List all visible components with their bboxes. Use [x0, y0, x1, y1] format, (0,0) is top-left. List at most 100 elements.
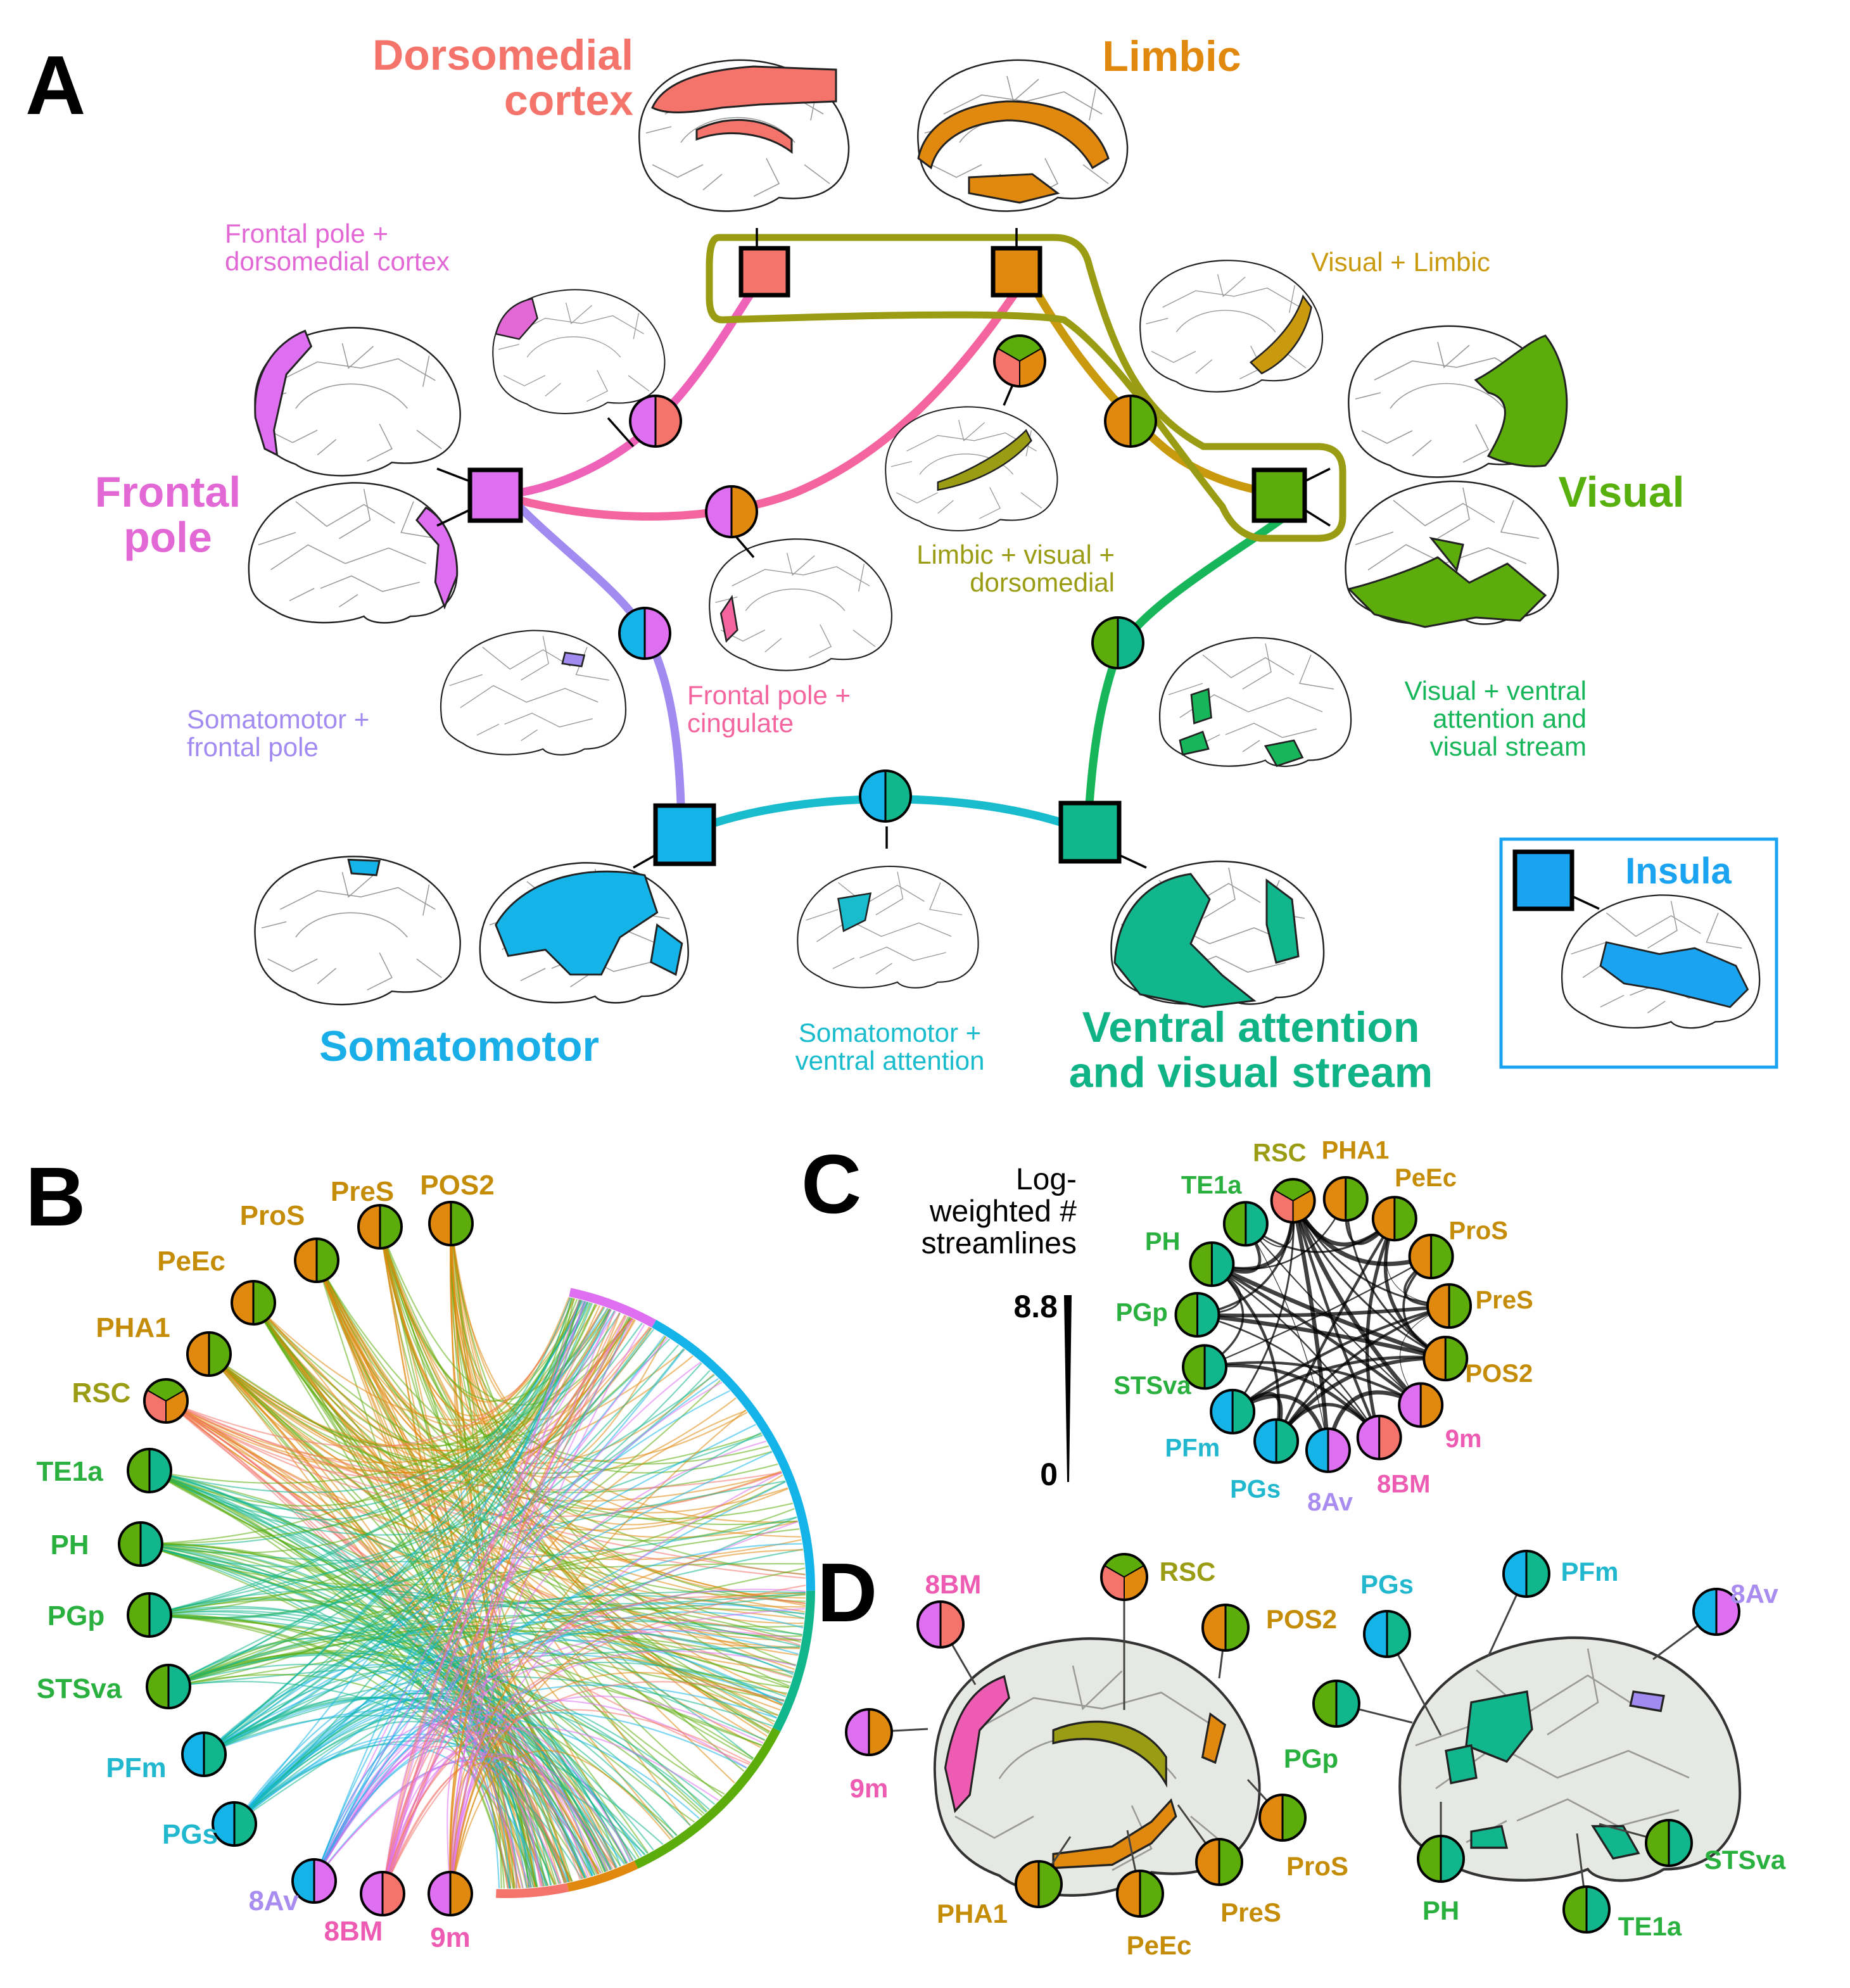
pie-vis-limbic	[1104, 395, 1157, 448]
label-d-8bm: 8BM	[925, 1569, 982, 1599]
label-d-pha1: PHA1	[937, 1899, 1008, 1928]
node-d-pha1	[1015, 1860, 1063, 1908]
node-b-pgs	[212, 1801, 257, 1847]
label-somatomotor: Somatomotor	[319, 1022, 599, 1070]
label-c-pfm: PFm	[1165, 1434, 1220, 1462]
label-c-peec: PeEc	[1395, 1164, 1457, 1192]
node-b-rsc	[143, 1378, 189, 1424]
label-d-pos2: POS2	[1266, 1604, 1337, 1634]
arc-segment-ventral	[772, 1590, 815, 1732]
label-d-pros: ProS	[1286, 1851, 1348, 1881]
label-d-stsva: STSva	[1704, 1845, 1786, 1875]
legend-wedge	[1064, 1295, 1072, 1482]
legend-title: Log-weighted # streamlines	[922, 1163, 1077, 1260]
label-c-9m: 9m	[1445, 1425, 1482, 1453]
node-b-9m	[428, 1871, 473, 1916]
node-c-pha1	[1322, 1176, 1369, 1222]
node-d-8bm	[916, 1600, 965, 1649]
label-b-pos2: POS2	[420, 1170, 494, 1201]
brain-frontalpole-cingulate	[709, 538, 893, 671]
node-somatomotor	[653, 803, 716, 866]
node-c-te1a	[1222, 1201, 1269, 1247]
label-b-rsc: RSC	[72, 1377, 131, 1409]
brain-somatomotor-ventral	[797, 865, 979, 989]
label-limbic: Limbic	[1102, 32, 1241, 80]
label-c-pros: ProS	[1449, 1217, 1508, 1245]
label-d-pgp: PGp	[1284, 1744, 1338, 1773]
brain-visual-limbic	[1139, 260, 1324, 393]
label-d-8av: 8Av	[1730, 1579, 1778, 1609]
chords-b	[140, 1223, 806, 1894]
node-c-9m	[1398, 1382, 1444, 1428]
node-ventral	[1058, 801, 1122, 864]
arc-target-regions	[496, 1288, 816, 1899]
label-d-pfm: PFm	[1561, 1557, 1618, 1586]
node-b-pros	[294, 1238, 339, 1283]
label-pair-sm-va: Somatomotor + ventral attention	[795, 1018, 985, 1075]
node-c-pgp	[1174, 1292, 1220, 1338]
label-d-pres: PreS	[1220, 1897, 1281, 1927]
node-d-pres	[1195, 1838, 1243, 1886]
label-ventral: Ventral attention and visual stream	[1069, 1003, 1433, 1096]
node-d-te1a	[1562, 1885, 1611, 1934]
node-frontal-pole	[467, 467, 523, 523]
label-c-8bm: 8BM	[1377, 1471, 1430, 1498]
node-b-te1a	[127, 1448, 172, 1493]
label-b-stsva: STSva	[37, 1673, 122, 1704]
node-b-8av	[291, 1858, 337, 1904]
pie-sm-fp	[618, 607, 671, 660]
label-pair-fp-cingulate: Frontal pole + cingulate	[687, 680, 851, 738]
label-b-pha1: PHA1	[96, 1312, 170, 1343]
node-b-peec	[231, 1280, 276, 1326]
brain-somatomotor-lateral	[479, 862, 689, 1004]
label-d-peec: PeEc	[1127, 1930, 1192, 1960]
nodes-b: POS2 PreS ProS PeEc PHA1 RSC TE1a PH PGp STSva PFm…	[36, 1170, 494, 1953]
node-limbic	[991, 246, 1042, 298]
label-pair-fp-dm: Frontal pole + dorsomedial cortex	[225, 218, 450, 276]
node-b-8bm	[360, 1871, 405, 1916]
label-c-rsc: RSC	[1253, 1139, 1306, 1167]
label-c-pres: PreS	[1476, 1286, 1533, 1314]
node-c-8bm	[1356, 1414, 1402, 1460]
legend-min: 0	[1040, 1457, 1058, 1492]
label-d-9m: 9m	[850, 1773, 889, 1803]
label-c-stsva: STSva	[1113, 1372, 1191, 1400]
label-b-pgs: PGs	[162, 1819, 218, 1850]
label-b-peec: PeEc	[157, 1246, 225, 1277]
pie-dm-limbic-vis	[993, 334, 1046, 388]
label-b-8bm: 8BM	[324, 1916, 383, 1947]
node-c-rsc	[1270, 1177, 1316, 1224]
node-c-pros	[1408, 1234, 1454, 1280]
node-dorsomedial	[738, 246, 790, 298]
node-b-ph	[118, 1521, 163, 1567]
panel-c-letter: C	[801, 1137, 861, 1231]
node-c-peec	[1371, 1196, 1417, 1242]
label-c-pha1: PHA1	[1322, 1136, 1390, 1164]
brain-limbic-visual-dm	[885, 406, 1058, 532]
brain-somatomotor-medial	[254, 856, 461, 1006]
arc-segment-visual	[634, 1727, 781, 1869]
label-c-ph: PH	[1145, 1228, 1181, 1256]
brain-visual-ventral	[1158, 636, 1352, 768]
label-c-pgs: PGs	[1230, 1476, 1281, 1504]
brain-limbic	[917, 59, 1129, 212]
brain-ventral	[1110, 860, 1325, 1008]
pie-fp-dm	[629, 395, 682, 448]
label-b-pres: PreS	[331, 1176, 394, 1207]
arc-segment-limbic	[567, 1860, 638, 1892]
panel-a-network-diagram: Dorsomedial cortex Limbic Frontal pole Vis…	[95, 31, 1778, 1096]
node-d-9m	[845, 1708, 893, 1756]
node-c-pres	[1426, 1283, 1473, 1329]
node-d-pos2	[1201, 1604, 1250, 1652]
label-pair-limbic-vis-dm: Limbic + visual + dorsomedial	[916, 540, 1115, 597]
label-visual: Visual	[1558, 468, 1684, 516]
brain-d-lateral	[1398, 1636, 1742, 1882]
pie-vis-va	[1091, 616, 1144, 669]
label-dorsomedial: Dorsomedial cortex	[372, 31, 633, 124]
label-c-pgp: PGp	[1116, 1298, 1168, 1326]
label-b-pfm: PFm	[106, 1752, 166, 1783]
